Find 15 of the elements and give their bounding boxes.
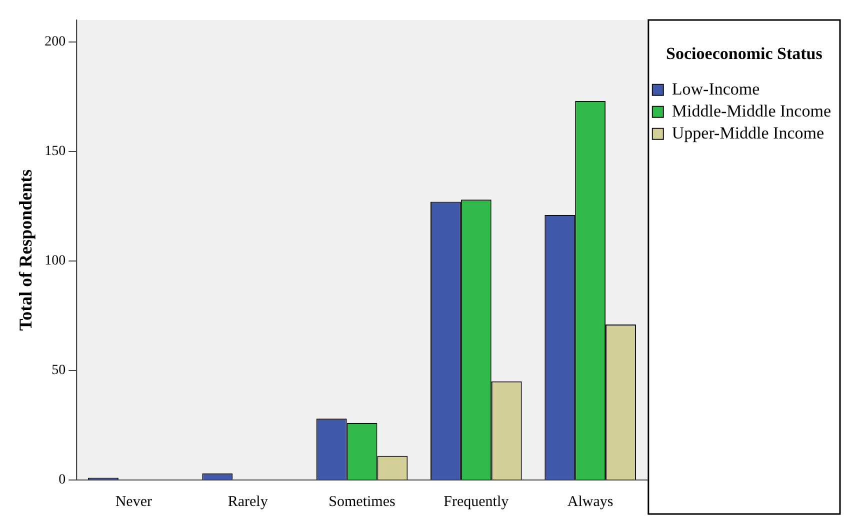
legend-title: Socioeconomic Status [666, 44, 823, 63]
legend-label: Low-Income [672, 79, 760, 98]
y-axis-title: Total of Respondents [15, 169, 36, 331]
x-tick-label: Sometimes [328, 494, 396, 510]
x-tick-label: Always [567, 494, 614, 510]
y-tick-label: 0 [58, 472, 66, 488]
y-tick-label: 50 [52, 363, 66, 378]
legend-label: Upper-Middle Income [672, 123, 824, 142]
x-tick-label: Frequently [444, 494, 510, 510]
y-tick-label: 200 [44, 34, 66, 50]
y-tick-label: 100 [44, 254, 66, 269]
y-tick-label: 150 [44, 144, 66, 160]
legend-label: Middle-Middle Income [672, 101, 832, 120]
x-tick-label: Rarely [228, 494, 268, 510]
x-tick-label: Never [115, 494, 152, 510]
